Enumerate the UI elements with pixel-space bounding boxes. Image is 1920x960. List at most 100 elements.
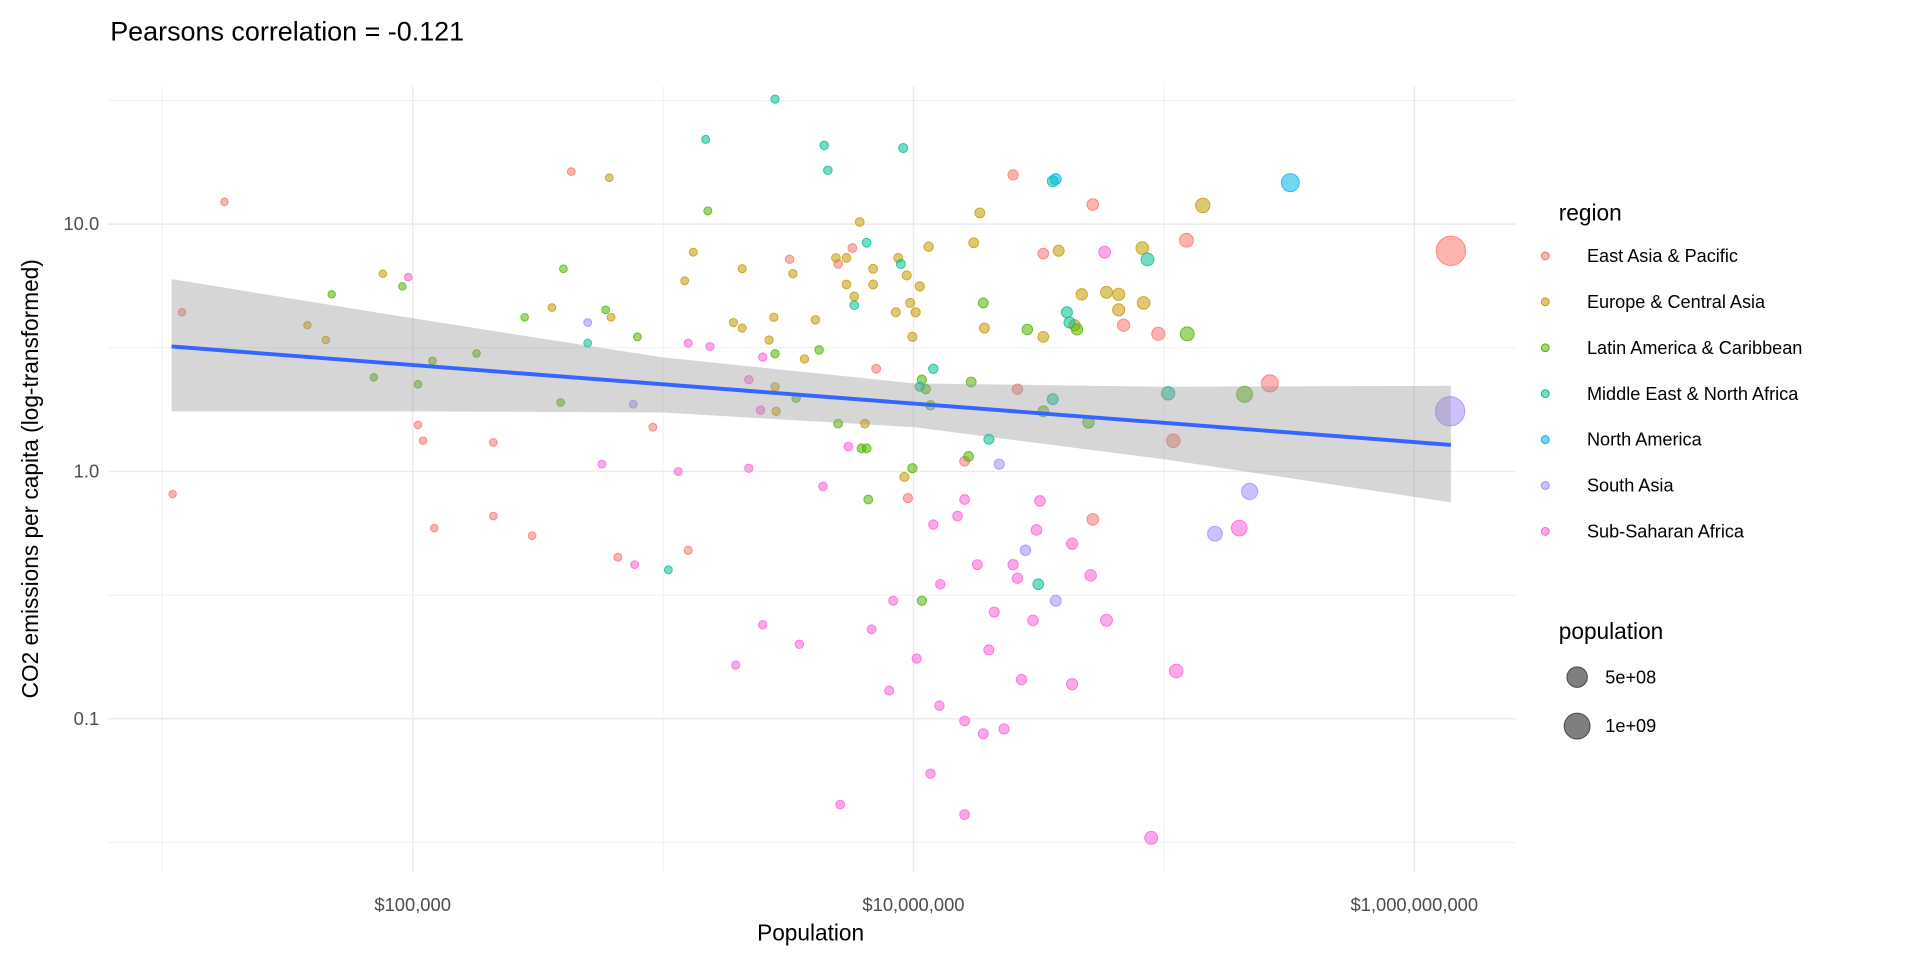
data-point — [911, 653, 922, 664]
data-point — [527, 531, 537, 540]
data-point — [547, 303, 557, 312]
data-point — [819, 140, 829, 151]
data-point — [963, 451, 974, 462]
legend-size-circle — [1563, 712, 1591, 740]
data-point — [604, 173, 614, 183]
legend-label: North America — [1587, 430, 1703, 450]
data-point — [520, 312, 529, 322]
series-east-asia-pacific — [168, 167, 1467, 562]
legend-label: Latin America & Caribbean — [1587, 338, 1802, 358]
data-point — [860, 418, 870, 429]
legend-size-label: 5e+08 — [1605, 667, 1656, 687]
data-point — [977, 728, 989, 740]
data-point — [701, 134, 711, 144]
data-point — [1230, 519, 1248, 537]
data-point — [849, 300, 860, 311]
data-point — [1100, 613, 1113, 627]
data-point — [895, 258, 906, 269]
data-point — [705, 341, 715, 352]
data-point — [303, 321, 312, 330]
y-axis-title: CO2 emissions per capita (log-transforme… — [17, 259, 43, 698]
data-point — [871, 363, 882, 374]
data-point — [1241, 482, 1259, 500]
legend-label: Middle East & North Africa — [1587, 384, 1799, 404]
data-point — [978, 322, 990, 334]
legend-key-dot — [1540, 481, 1550, 490]
data-point — [630, 560, 640, 570]
data-point — [613, 552, 623, 562]
data-point — [683, 545, 693, 555]
data-point — [628, 399, 638, 409]
data-point — [884, 685, 895, 696]
data-point — [680, 276, 690, 286]
data-point — [1098, 245, 1112, 259]
data-point — [1084, 569, 1097, 582]
data-points — [168, 94, 1467, 845]
data-point — [843, 441, 854, 452]
data-point — [888, 595, 899, 606]
data-point — [168, 489, 177, 499]
data-point — [935, 578, 946, 590]
data-point — [663, 565, 673, 575]
data-point — [1032, 578, 1045, 591]
data-point — [1434, 396, 1466, 427]
data-point — [1075, 288, 1088, 301]
data-point — [597, 459, 607, 469]
x-axis-ticks: $100,000 $10,000,000 $1,000,000,000 — [374, 894, 1478, 915]
data-point — [369, 373, 379, 382]
legend-label: South Asia — [1587, 476, 1675, 496]
data-point — [861, 443, 872, 454]
data-point — [737, 264, 747, 274]
data-point — [1207, 525, 1223, 542]
data-point — [770, 382, 780, 392]
data-point — [583, 338, 593, 348]
data-point — [703, 206, 713, 216]
data-point — [770, 349, 780, 359]
x-tick-label: $100,000 — [374, 894, 451, 915]
data-point — [1007, 558, 1019, 571]
series-middle-east-north-africa — [583, 94, 1176, 591]
data-point — [583, 318, 593, 327]
data-point — [1007, 169, 1019, 181]
data-point — [1037, 330, 1050, 343]
data-point — [1236, 385, 1253, 403]
data-point — [863, 494, 874, 505]
data-point — [1435, 235, 1467, 266]
data-point — [849, 291, 860, 302]
data-point — [993, 458, 1005, 470]
data-point — [403, 272, 413, 282]
data-point — [910, 307, 921, 318]
data-point — [959, 494, 970, 505]
data-point — [925, 768, 936, 779]
data-point — [831, 253, 841, 263]
data-point — [728, 317, 739, 328]
data-point — [983, 433, 995, 445]
data-point — [327, 290, 336, 299]
data-point — [818, 481, 828, 492]
data-point — [1168, 663, 1184, 679]
data-point — [914, 381, 925, 392]
data-point — [952, 510, 963, 522]
data-point — [378, 269, 388, 278]
data-point — [770, 94, 780, 104]
data-point — [1046, 393, 1059, 406]
y-tick-label: 1.0 — [74, 461, 100, 482]
data-point — [771, 406, 781, 416]
legend-size-circle — [1566, 666, 1588, 688]
data-point — [799, 354, 810, 364]
data-point — [744, 463, 754, 473]
data-point — [744, 375, 754, 385]
legend-key-dot — [1540, 389, 1550, 399]
data-point — [923, 241, 934, 252]
legend-key-dot — [1540, 527, 1550, 536]
data-point — [914, 281, 925, 292]
data-point — [430, 523, 439, 533]
regression-line — [171, 344, 1452, 447]
data-point — [489, 438, 498, 447]
data-point — [1136, 296, 1151, 310]
data-point — [835, 799, 846, 810]
data-point — [977, 297, 989, 309]
y-axis-ticks: 10.0 1.0 0.1 — [63, 213, 99, 729]
data-point — [968, 237, 980, 249]
